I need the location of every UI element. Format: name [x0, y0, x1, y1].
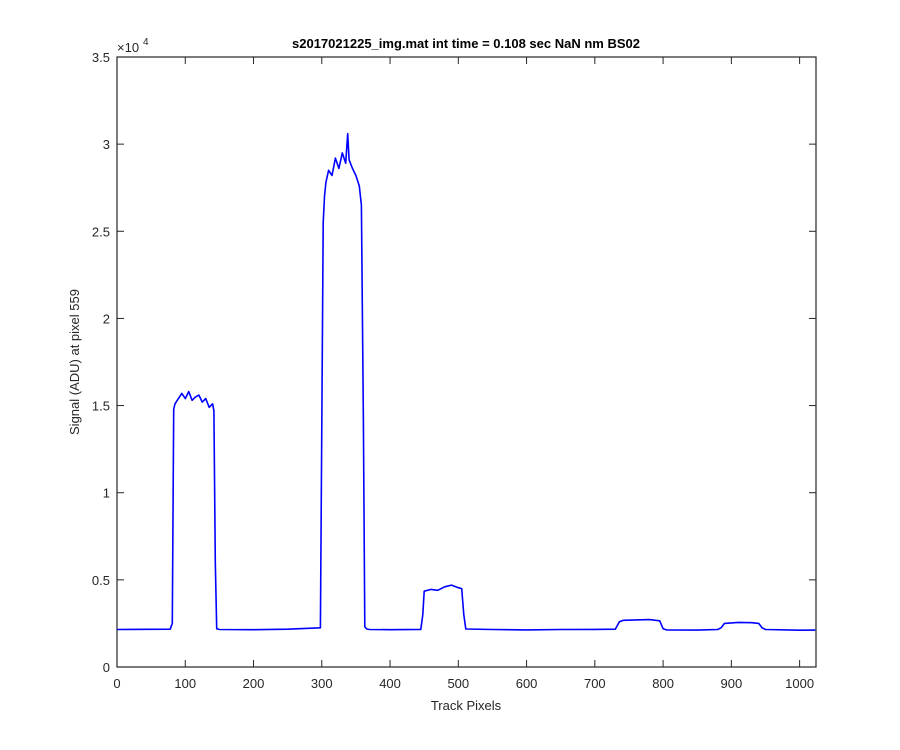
y-tick-label: 2 [103, 311, 110, 326]
y-axis-exponent: ×10 4 [117, 37, 149, 55]
x-tick-label: 400 [379, 676, 401, 691]
x-tick-label: 0 [113, 676, 120, 691]
axes-box [116, 56, 817, 668]
y-tick-label: 3.5 [92, 50, 110, 65]
x-tick-label: 1000 [785, 676, 814, 691]
y-tick-label: 1.5 [92, 399, 110, 414]
x-tick-label: 300 [311, 676, 333, 691]
y-tick-label: 1 [103, 486, 110, 501]
x-tick-label: 500 [447, 676, 469, 691]
x-axis-label: Track Pixels [431, 698, 502, 713]
x-tick-label: 100 [174, 676, 196, 691]
y-tick-label: 0.5 [92, 573, 110, 588]
x-tick-label: 800 [652, 676, 674, 691]
x-tick-label: 700 [584, 676, 606, 691]
y-axis-label: Signal (ADU) at pixel 559 [67, 289, 82, 435]
x-ticks: 0 100 200 300 400 500 600 700 800 900 1000 [113, 57, 814, 691]
x-tick-label: 900 [721, 676, 743, 691]
y-ticks: 0 0.5 1 1.5 2 2.5 3 3.5 [92, 50, 816, 675]
plot-area: 0 100 200 300 400 500 600 700 800 900 1000 0 0.5 1 1.… [92, 50, 817, 691]
y-exponent-power: 4 [143, 37, 149, 48]
x-tick-label: 200 [243, 676, 265, 691]
y-exponent-base: ×10 [117, 40, 139, 55]
y-tick-label: 3 [103, 137, 110, 152]
chart-title: s2017021225_img.mat int time = 0.108 sec… [292, 36, 640, 51]
y-tick-label: 2.5 [92, 224, 110, 239]
y-tick-label: 0 [103, 660, 110, 675]
x-tick-label: 600 [516, 676, 538, 691]
series-line [116, 132, 816, 632]
